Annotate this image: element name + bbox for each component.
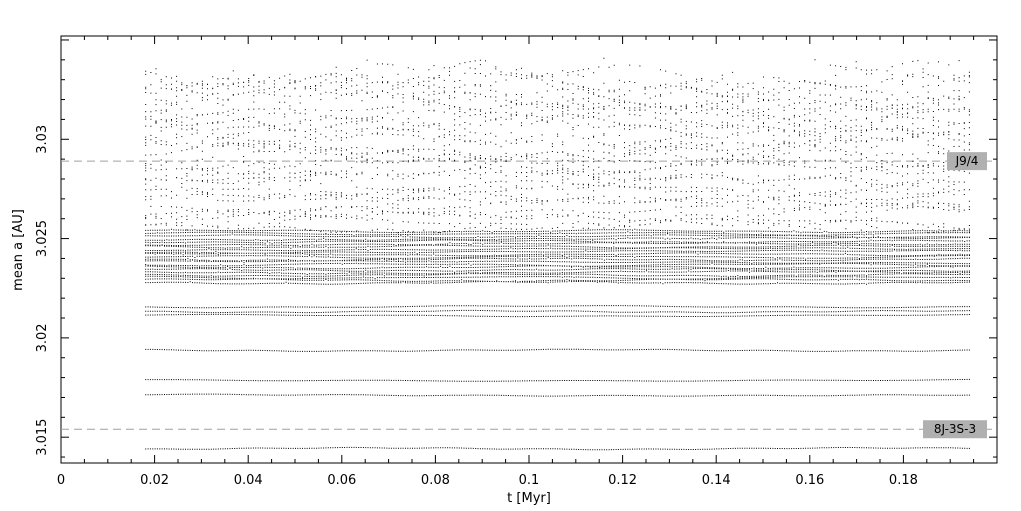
x-tick-label: 0 (57, 473, 65, 488)
reference-label-box (923, 420, 987, 439)
track-points (145, 57, 970, 451)
y-tick-label: 3.03 (35, 125, 50, 154)
x-tick-label: 0.14 (702, 473, 731, 488)
x-tick-label: 0.08 (421, 473, 450, 488)
x-tick-label: 0.18 (889, 473, 918, 488)
x-tick-label: 0.06 (327, 473, 356, 488)
x-tick-label: 0.02 (140, 473, 169, 488)
reference-lines (61, 160, 997, 430)
y-axis-title: mean a [AU] (11, 209, 26, 291)
x-tick-label: 0.12 (608, 473, 637, 488)
y-tick-label: 3.015 (35, 419, 50, 456)
y-tick-label: 3.025 (35, 220, 50, 257)
reference-labels: J9/4 8J-3S-3 (923, 152, 987, 439)
x-tick-label: 0.04 (234, 473, 263, 488)
reference-label-box (947, 152, 987, 171)
axis-ticks: 0 0.02 0.04 0.06 0.08 0.1 0.12 0.14 0.16 0.18 3.01… (35, 36, 998, 488)
data-points (145, 57, 970, 451)
x-axis-title: t [Myr] (507, 491, 551, 506)
y-tick-label: 3.02 (35, 323, 50, 352)
x-tick-label: 0.16 (795, 473, 824, 488)
x-tick-label: 0.1 (519, 473, 540, 488)
reference-label: 8J-3S-3 (934, 422, 976, 436)
reference-label: J9/4 (955, 154, 979, 168)
